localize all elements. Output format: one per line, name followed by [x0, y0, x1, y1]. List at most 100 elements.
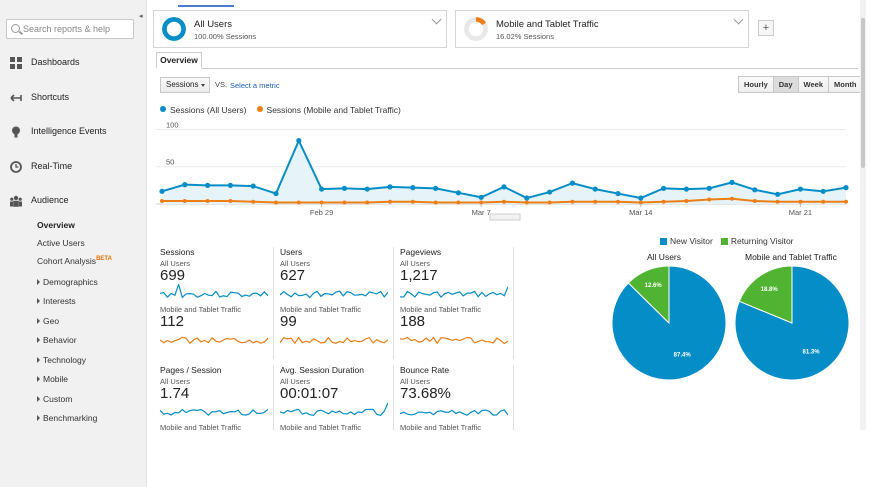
add-segment-button[interactable]: +: [758, 20, 774, 36]
audience-overview[interactable]: Overview: [37, 220, 75, 230]
data-point[interactable]: [319, 200, 324, 205]
data-point[interactable]: [661, 185, 667, 191]
data-point[interactable]: [410, 199, 415, 204]
data-point[interactable]: [274, 200, 278, 205]
metric-select[interactable]: Sessions: [160, 77, 210, 93]
audience-custom[interactable]: Custom: [37, 394, 72, 404]
legend-item-mobile[interactable]: Sessions (Mobile and Tablet Traffic): [256, 105, 401, 115]
audience-interests[interactable]: Interests: [37, 296, 76, 306]
audience-behavior[interactable]: Behavior: [37, 335, 77, 345]
metric-card[interactable]: Avg. Session Duration All Users 00:01:07 Mo…: [276, 365, 394, 477]
data-point[interactable]: [569, 180, 575, 186]
data-point[interactable]: [182, 182, 188, 188]
audience-benchmarking[interactable]: Benchmarking: [37, 413, 97, 423]
data-point[interactable]: [616, 199, 620, 204]
audience-cohort-analysis[interactable]: Cohort AnalysisBETA: [37, 256, 112, 266]
data-point[interactable]: [570, 199, 575, 204]
data-point[interactable]: [455, 190, 461, 196]
segment-mobile-tablet[interactable]: Mobile and Tablet Traffic 16.02% Session…: [455, 10, 749, 48]
data-point[interactable]: [205, 199, 210, 204]
audience-active-users[interactable]: Active Users: [37, 238, 85, 248]
metric-card[interactable]: Bounce Rate All Users 73.68% Mobile and Tab…: [396, 365, 514, 477]
legend-item-all-users[interactable]: Sessions (All Users): [160, 105, 247, 115]
data-point[interactable]: [160, 199, 164, 204]
nav-audience[interactable]: Audience: [0, 189, 147, 213]
sessions-line-chart[interactable]: 100 50 Feb 29 Mar 7 Mar 14 Mar 21: [156, 118, 856, 222]
data-point[interactable]: [843, 185, 849, 191]
time-button-hourly[interactable]: Hourly: [739, 77, 774, 92]
data-point[interactable]: [296, 138, 302, 144]
data-point[interactable]: [729, 179, 735, 185]
data-point[interactable]: [319, 186, 325, 192]
nav-real-time[interactable]: Real-Time: [0, 155, 147, 179]
data-point[interactable]: [775, 191, 781, 197]
data-point[interactable]: [273, 190, 279, 197]
data-point[interactable]: [364, 186, 370, 192]
audience-mobile[interactable]: Mobile: [37, 374, 68, 384]
chart-resize-handle[interactable]: [489, 213, 521, 221]
data-point[interactable]: [820, 188, 826, 194]
data-point[interactable]: [752, 199, 757, 204]
nav-intelligence-events[interactable]: Intelligence Events: [0, 120, 147, 144]
time-button-day[interactable]: Day: [773, 77, 799, 92]
data-point[interactable]: [683, 186, 690, 192]
data-point[interactable]: [547, 189, 553, 195]
data-point[interactable]: [684, 199, 689, 204]
data-point[interactable]: [547, 200, 552, 205]
data-point[interactable]: [478, 194, 484, 200]
segment-all-users[interactable]: All Users 100.00% Sessions: [153, 10, 447, 48]
data-point[interactable]: [730, 196, 734, 201]
data-point[interactable]: [159, 188, 165, 194]
select-metric-link[interactable]: Select a metric: [230, 81, 280, 90]
data-point[interactable]: [797, 186, 804, 192]
audience-demographics[interactable]: Demographics: [37, 277, 98, 287]
data-point[interactable]: [388, 199, 392, 204]
pie-slice[interactable]: [627, 265, 670, 325]
data-point[interactable]: [410, 185, 416, 191]
vertical-scrollbar[interactable]: [860, 0, 866, 430]
data-point[interactable]: [707, 197, 712, 202]
data-point[interactable]: [593, 199, 598, 204]
data-point[interactable]: [502, 199, 506, 204]
metric-card[interactable]: Sessions All Users 699 Mobile and Tablet Tr…: [156, 247, 274, 359]
data-point[interactable]: [524, 195, 530, 201]
data-point[interactable]: [479, 200, 484, 205]
search-input[interactable]: [23, 22, 131, 36]
data-point[interactable]: [615, 190, 621, 197]
chevron-down-icon[interactable]: [733, 14, 744, 25]
nav-dashboards[interactable]: Dashboards: [0, 51, 147, 75]
data-point[interactable]: [227, 182, 233, 188]
data-point[interactable]: [706, 185, 712, 191]
data-point[interactable]: [821, 199, 826, 204]
nav-shortcuts[interactable]: Shortcuts: [0, 86, 147, 110]
scrollbar-thumb[interactable]: [861, 18, 865, 168]
data-point[interactable]: [501, 184, 507, 190]
time-button-month[interactable]: Month: [829, 77, 862, 92]
data-point[interactable]: [250, 183, 256, 189]
audience-geo[interactable]: Geo: [37, 316, 59, 326]
chevron-down-icon[interactable]: [431, 14, 442, 25]
audience-technology[interactable]: Technology: [37, 355, 86, 365]
data-point[interactable]: [456, 200, 461, 205]
tab-overview[interactable]: Overview: [156, 52, 202, 69]
data-point[interactable]: [844, 199, 848, 204]
data-point[interactable]: [387, 184, 393, 190]
data-point[interactable]: [341, 185, 347, 191]
data-point[interactable]: [798, 199, 803, 204]
data-point[interactable]: [775, 199, 780, 204]
data-point[interactable]: [433, 200, 438, 205]
metric-card[interactable]: Pageviews All Users 1,217 Mobile and Tablet…: [396, 247, 514, 359]
search-box[interactable]: [6, 19, 134, 39]
time-button-week[interactable]: Week: [798, 77, 829, 92]
data-point[interactable]: [365, 200, 370, 205]
metric-card[interactable]: Pages / Session All Users 1.74 Mobile and T…: [156, 365, 274, 477]
data-point[interactable]: [228, 199, 233, 204]
data-point[interactable]: [524, 200, 529, 205]
data-point[interactable]: [433, 185, 439, 191]
data-point[interactable]: [592, 186, 598, 192]
data-point[interactable]: [205, 182, 211, 188]
data-point[interactable]: [661, 199, 666, 204]
data-point[interactable]: [296, 200, 301, 205]
data-point[interactable]: [752, 187, 758, 193]
data-point[interactable]: [342, 200, 347, 205]
